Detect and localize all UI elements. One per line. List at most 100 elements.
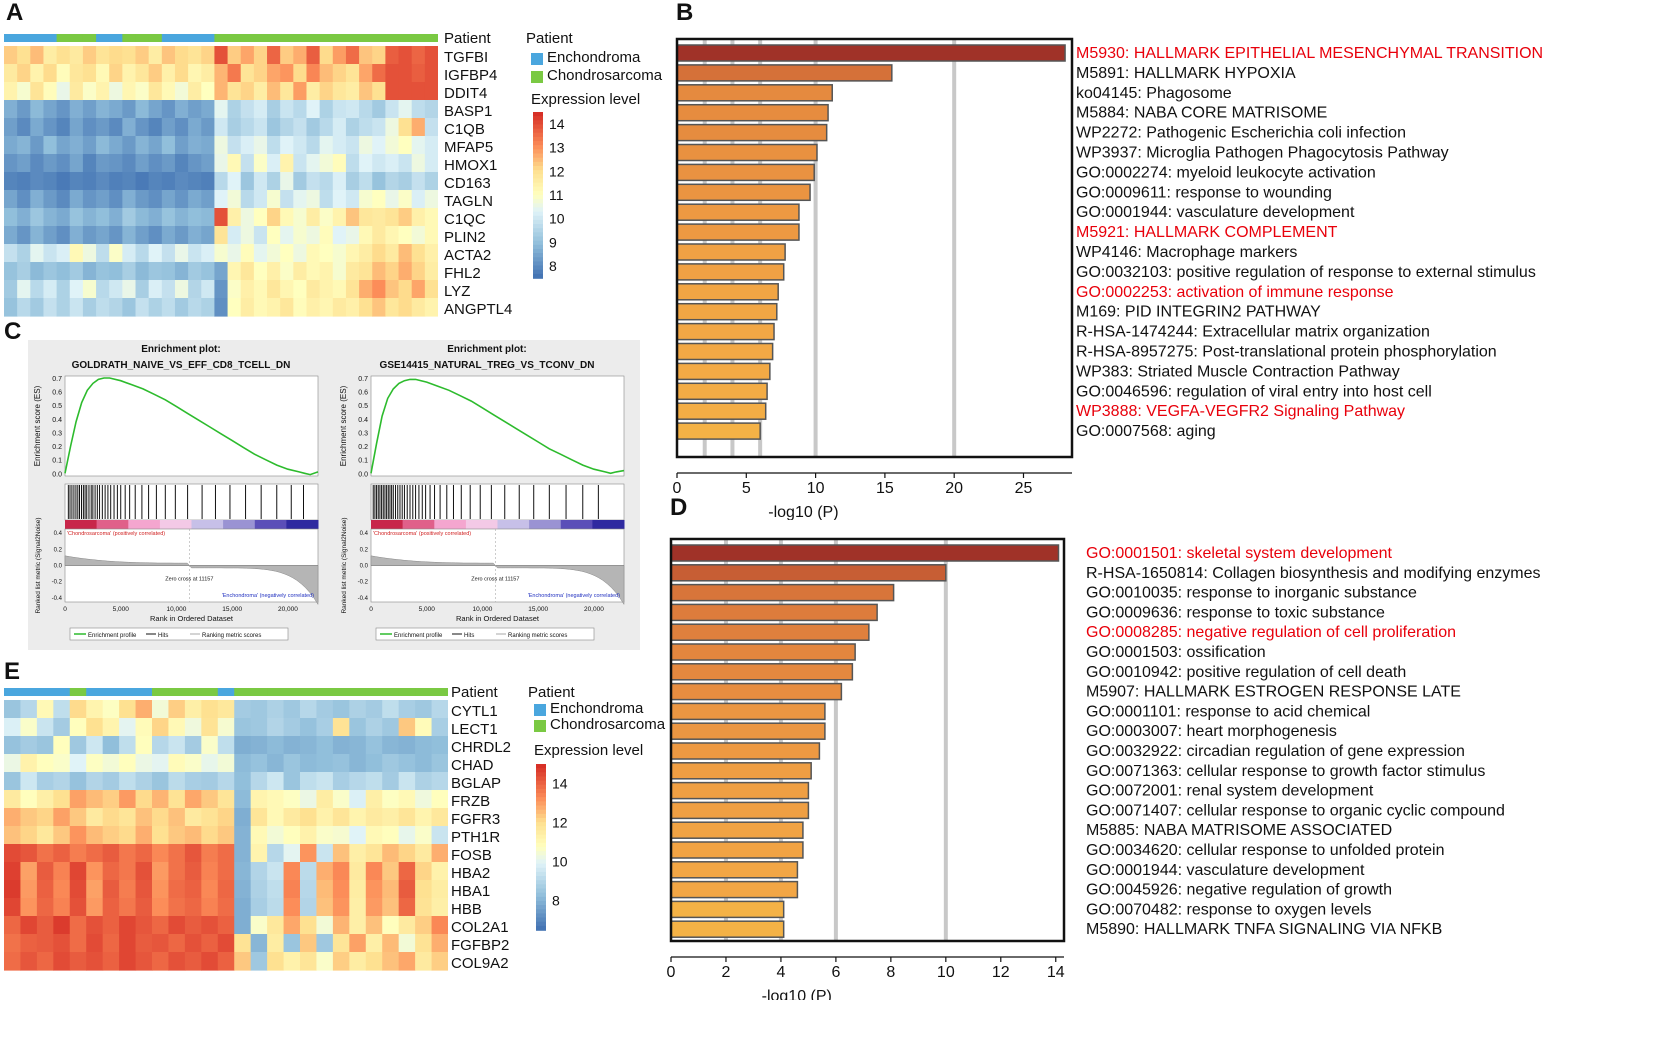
heatmap-cell xyxy=(152,916,170,935)
bar-label: GO:0001501: skeletal system development xyxy=(1086,545,1393,562)
heatmap-cell xyxy=(148,208,163,227)
heatmap-cell xyxy=(20,754,38,773)
color-scale-step xyxy=(533,120,543,126)
heatmap-cell xyxy=(300,808,318,827)
color-scale-step xyxy=(536,813,546,819)
rank-tick-label: 20,000 xyxy=(584,606,604,613)
patient-group-cell xyxy=(382,688,400,696)
color-scale-step xyxy=(536,764,546,769)
color-scale-step xyxy=(533,228,543,234)
heatmap-cell xyxy=(306,262,321,281)
heatmap-cell xyxy=(43,172,58,191)
heatmap-cell xyxy=(184,700,202,719)
heatmap-cell xyxy=(345,64,360,83)
rank-color-strip xyxy=(254,520,287,529)
heatmap-cell xyxy=(201,226,216,245)
gsea-title: Enrichment plot: xyxy=(447,344,526,355)
rank-color-strip xyxy=(371,520,404,529)
bar xyxy=(670,861,799,879)
heatmap-cell xyxy=(102,898,120,917)
heatmap-cell xyxy=(283,736,301,755)
heatmap-cell xyxy=(316,862,334,881)
heatmap-cell xyxy=(415,772,433,791)
heatmap-cell xyxy=(184,880,202,899)
color-scale-step xyxy=(533,178,543,184)
heatmap-cell xyxy=(69,754,87,773)
heatmap-e-scale-title: Expression level xyxy=(534,742,644,759)
color-scale-tick: 9 xyxy=(549,234,557,250)
heatmap-cell xyxy=(267,136,281,155)
heatmap-cell xyxy=(300,718,318,737)
rank-color-strip xyxy=(402,520,435,529)
heatmap-cell xyxy=(119,790,137,809)
heatmap-cell xyxy=(201,208,216,227)
heatmap-cell xyxy=(102,916,120,935)
heatmap-cell xyxy=(359,172,373,191)
gsea-subtitle: GSE14415_NATURAL_TREG_VS_TCONV_DN xyxy=(380,360,595,371)
heatmap-cell xyxy=(201,154,216,173)
heatmap-cell xyxy=(201,952,219,971)
heatmap-cell xyxy=(250,898,268,917)
heatmap-cell xyxy=(385,46,400,65)
patient-group-cell xyxy=(293,34,308,42)
heatmap-cell xyxy=(119,826,137,845)
heatmap-cell xyxy=(17,100,31,119)
heatmap-cell xyxy=(69,262,84,281)
heatmap-cell xyxy=(135,190,150,209)
heatmap-cell xyxy=(86,934,104,953)
heatmap-cell xyxy=(283,916,301,935)
heatmap-cell xyxy=(398,190,413,209)
heatmap-cell xyxy=(17,46,31,65)
metric-tick-label: 0.4 xyxy=(360,531,369,537)
heatmap-cell xyxy=(109,82,123,101)
heatmap-cell xyxy=(293,280,308,299)
heatmap-cell xyxy=(332,808,350,827)
heatmap-cell xyxy=(109,154,123,173)
heatmap-cell xyxy=(148,100,163,119)
heatmap-cell xyxy=(385,244,400,263)
heatmap-cell xyxy=(53,898,71,917)
heatmap-cell xyxy=(135,790,153,809)
x-axis-label: -log10 (P) xyxy=(762,988,832,1000)
color-scale-step xyxy=(536,921,546,927)
heatmap-cell xyxy=(319,226,334,245)
heatmap-cell xyxy=(53,880,71,899)
heatmap-cell xyxy=(4,898,22,917)
heatmap-cell xyxy=(174,262,189,281)
es-tick-label: 0.3 xyxy=(52,430,62,437)
color-scale-step xyxy=(536,768,546,774)
heatmap-cell xyxy=(319,172,334,191)
heatmap-cell xyxy=(56,64,71,83)
heatmap-cell xyxy=(56,190,71,209)
heatmap-cell xyxy=(102,862,120,881)
heatmap-cell xyxy=(36,916,54,935)
heatmap-cell xyxy=(152,700,170,719)
patient-group-cell xyxy=(250,688,268,696)
heatmap-cell xyxy=(349,718,367,737)
gene-label: FRZB xyxy=(451,793,491,810)
heatmap-cell xyxy=(43,64,58,83)
heatmap-cell xyxy=(56,118,71,137)
heatmap-cell xyxy=(53,808,71,827)
heatmap-cell xyxy=(227,154,242,173)
heatmap-cell xyxy=(86,808,104,827)
heatmap-cell xyxy=(345,46,360,65)
heatmap-cell xyxy=(17,190,31,209)
positive-correlation-label: 'Chondrosarcoma' (positively correlated) xyxy=(67,531,165,537)
heatmap-cell xyxy=(227,280,242,299)
heatmap-cell xyxy=(332,862,350,881)
es-tick-label: 0.0 xyxy=(52,471,62,478)
heatmap-cell xyxy=(135,880,153,899)
heatmap-cell xyxy=(30,100,45,119)
heatmap-cell xyxy=(56,226,71,245)
x-tick-label: 10 xyxy=(937,964,955,981)
gene-label: LYZ xyxy=(444,283,471,300)
heatmap-cell xyxy=(148,190,163,209)
heatmap-cell xyxy=(306,82,321,101)
heatmap-cell xyxy=(411,298,426,317)
heatmap-cell xyxy=(4,754,22,773)
heatmap-cell xyxy=(109,172,123,191)
heatmap-cell xyxy=(349,934,367,953)
heatmap-cell xyxy=(267,154,281,173)
rank-color-strip xyxy=(529,520,562,529)
